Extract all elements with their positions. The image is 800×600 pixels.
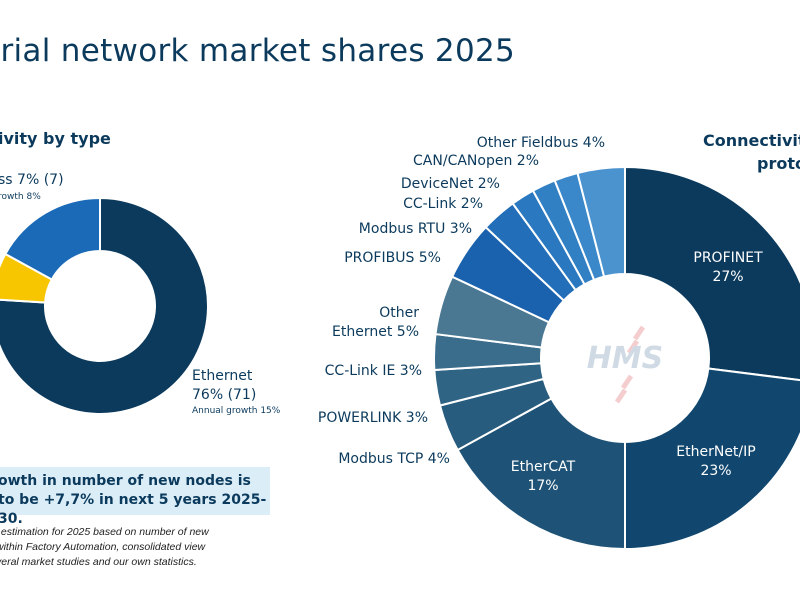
slice-fieldbus [4,196,101,281]
label-devicenet-line: DeviceNet 2% [401,176,500,192]
label-ethernet-ip: EtherNet/IP 23% [676,444,755,479]
label-other-fieldbus-line: Other Fieldbus 4% [477,135,605,151]
label-modbus-tcp: Modbus TCP 4% [338,451,450,467]
callout-line2: to be +7,7% in next 5 years 2025-30. [0,492,267,527]
label-can-canopen: CAN/CANopen 2% [413,153,539,169]
label-modbus-rtu: Modbus RTU 3% [359,221,472,237]
slice-other-fieldbus [576,165,626,278]
label-devicenet: DeviceNet 2% [401,176,500,192]
label-ethernet-ip-line: 23% [700,463,731,479]
donut-protocol [433,165,800,551]
hms-logo-watermark: HMS [587,325,664,404]
label-wireless: ss 7% (7) [0,172,64,188]
label-powerlink-line: POWERLINK 3% [318,410,428,426]
label-profinet-line: PROFINET [693,250,763,266]
footnote-line2: within Factory Automation, consolidated … [0,541,206,553]
callout-line1: owth in number of new nodes is [0,473,251,489]
logo-stroke [626,339,640,355]
label-modbus-tcp-line: Modbus TCP 4% [338,451,450,467]
slice-ethercat [456,397,626,551]
note-ethernet-line: Annual growth 15% [192,406,281,416]
label-other-ethernet-line: Other [379,305,419,321]
label-ethercat-line: 17% [527,478,558,494]
label-cc-link-ie-line: CC-Link IE 3% [325,363,422,379]
hms-logo-text: HMS [587,341,664,376]
label-can-canopen-line: CAN/CANopen 2% [413,153,539,169]
label-profinet-line: 27% [712,269,743,285]
donut-type [0,196,209,415]
label-modbus-rtu-line: Modbus RTU 3% [359,221,472,237]
right-chart-subtitle: Connectivity proto [703,129,800,175]
footnote-line3: veral market studies and our own statist… [0,556,197,568]
label-profinet: PROFINET 27% [693,250,763,285]
label-other-ethernet-line: Ethernet 5% [332,324,419,340]
label-cc-link-ie: CC-Link IE 3% [325,363,422,379]
footnote: ' estimation for 2025 based on number of… [0,525,286,570]
page-title: trial network market shares 2025 [0,33,516,69]
slice-ethernet [0,196,209,415]
label-cc-link-line: CC-Link 2% [403,196,483,212]
label-cc-link: CC-Link 2% [403,196,483,212]
logo-stroke [620,374,634,390]
label-powerlink: POWERLINK 3% [318,410,428,426]
label-ethernet-ip-line: EtherNet/IP [676,444,755,460]
label-ethercat-line: EtherCAT [511,459,576,475]
footnote-line1: ' estimation for 2025 based on number of… [0,526,209,538]
label-profibus-line: PROFIBUS 5% [344,250,441,266]
logo-stroke [632,325,646,341]
label-ethernet: Ethernet 76% (71) [192,368,256,403]
right-subtitle-line2: proto [757,154,800,173]
label-other-ethernet: Other Ethernet 5% [332,305,419,340]
slice-ethernet-ip [624,367,800,551]
note-ethernet: Annual growth 15% [192,406,281,416]
label-profibus: PROFIBUS 5% [344,250,441,266]
note-wireless-line: rowth 8% [0,192,41,202]
right-subtitle-line1: Connectivity [703,131,800,150]
label-ethercat: EtherCAT 17% [511,459,576,494]
growth-callout: owth in number of new nodes is to be +7,… [0,467,270,527]
slice-profinet [624,165,800,382]
label-other-fieldbus: Other Fieldbus 4% [477,135,605,151]
label-ethernet-line: Ethernet [192,368,253,384]
label-ethernet-line: 76% (71) [192,387,256,403]
logo-stroke [614,388,628,404]
left-chart-subtitle: ivity by type [0,129,111,148]
note-wireless: rowth 8% [0,192,41,202]
label-wireless-line: ss 7% (7) [0,172,64,188]
